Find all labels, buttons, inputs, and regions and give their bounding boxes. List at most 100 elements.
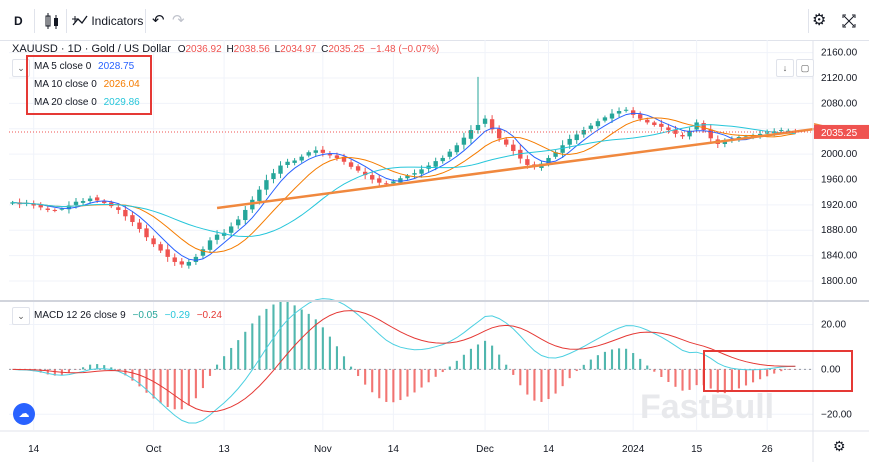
- time-tick-label: 14: [388, 444, 400, 455]
- candle-body: [588, 125, 594, 129]
- candle-body: [440, 157, 445, 162]
- candle-body: [264, 180, 269, 190]
- candle-body: [391, 181, 396, 184]
- macd-signal-value: −0.24: [196, 310, 222, 321]
- close-value: 2035.25: [328, 44, 365, 55]
- fullscreen-button[interactable]: [842, 10, 856, 32]
- axes-layer: 1800.00 1840.00 1880.00 1920.00 1960.00 2000.…: [0, 40, 869, 462]
- undo-button[interactable]: ↶: [152, 10, 165, 32]
- time-tick-label: 14: [543, 444, 555, 455]
- open-label: O: [177, 44, 186, 55]
- candle-body: [94, 197, 100, 201]
- macd-label: MACD 12 26 close 9: [34, 310, 126, 321]
- candle-body: [370, 175, 375, 180]
- toolbar-divider: [808, 9, 809, 33]
- ma10-legend: MA 10 close 0 2026.04: [34, 79, 140, 90]
- time-tick-label: Oct: [146, 444, 162, 455]
- candle-body: [595, 121, 601, 127]
- candle-type-button[interactable]: [42, 10, 62, 32]
- candle-body: [511, 144, 516, 151]
- candle-body: [652, 122, 657, 125]
- redo-button[interactable]: ↷: [172, 10, 185, 32]
- time-tick-label: Dec: [476, 444, 494, 455]
- ma20-legend: MA 20 close 0 2029.86: [34, 97, 140, 108]
- candle-body: [299, 156, 304, 161]
- candle-body: [567, 138, 572, 145]
- ma-legend-highlight-box: [26, 55, 152, 115]
- candle-body: [645, 119, 650, 123]
- candle-body: [165, 249, 170, 257]
- time-tick-label: 15: [691, 444, 703, 455]
- ma5-line: [12, 112, 796, 261]
- candle-body: [186, 261, 192, 266]
- redo-icon: ↷: [172, 12, 185, 29]
- candle-body: [482, 118, 488, 124]
- candle-body: [38, 204, 43, 208]
- gear-icon: ⚙: [812, 12, 827, 29]
- ma5-value: 2028.75: [98, 61, 135, 72]
- macd-line-value: −0.29: [164, 310, 190, 321]
- axis-settings-button[interactable]: ⚙: [833, 438, 846, 455]
- candle-body: [130, 215, 135, 222]
- price-tick-label: 2160.00: [821, 48, 858, 59]
- candle-body: [285, 161, 290, 165]
- cloud-logo-icon[interactable]: ☁: [13, 403, 35, 425]
- square-icon: ▢: [800, 63, 810, 73]
- candle-body: [630, 110, 636, 115]
- candle-body: [348, 162, 354, 167]
- price-tick-label: 2120.00: [821, 73, 858, 84]
- candle-body: [10, 202, 15, 204]
- symbol-legend: XAUUSD · 1D · Gold / US Dollar O2036.92 …: [12, 43, 439, 55]
- macd-crossover-highlight-box: [703, 350, 853, 392]
- ma20-label: MA 20 close 0: [34, 97, 97, 108]
- candle-body: [546, 157, 551, 164]
- candle-body: [200, 249, 206, 256]
- candle-body: [45, 208, 50, 210]
- candle-body: [151, 238, 156, 245]
- candle-body: [786, 130, 791, 132]
- candle-body: [236, 219, 241, 226]
- candle-body: [362, 171, 368, 176]
- candle-body: [87, 198, 93, 202]
- close-label: C: [321, 44, 329, 55]
- settings-button[interactable]: ⚙: [812, 10, 826, 32]
- candle-body: [489, 119, 495, 130]
- candle-body: [137, 222, 142, 229]
- macd-tick-label: 0.00: [821, 364, 841, 375]
- price-tick-label: 2000.00: [821, 149, 858, 160]
- gear-icon: ⚙: [833, 438, 846, 454]
- interval-button[interactable]: D: [14, 14, 23, 28]
- last-price-tag-label: 2035.25: [821, 128, 858, 139]
- candle-body: [243, 209, 248, 221]
- candle-body: [638, 114, 643, 119]
- undo-icon: ↶: [152, 12, 165, 29]
- candle-body: [405, 175, 410, 179]
- candle-body: [80, 201, 86, 203]
- candle-body: [468, 130, 474, 139]
- macd-signal-line: [12, 310, 796, 413]
- macd-collapse-button[interactable]: ⌄: [12, 307, 30, 325]
- candle-body: [278, 165, 283, 174]
- candle-body: [447, 151, 452, 157]
- maximize-pane-button[interactable]: ▢: [796, 59, 814, 77]
- indicators-button[interactable]: Indicators: [72, 10, 143, 32]
- candle-body: [609, 113, 615, 119]
- chevron-down-icon: ⌄: [17, 63, 25, 73]
- candle-body: [257, 189, 262, 201]
- high-label: H: [226, 44, 234, 55]
- candle-body: [59, 208, 65, 210]
- macd-tick-label: 20.00: [821, 319, 846, 330]
- candle-body: [504, 139, 509, 145]
- macd-layer: [9, 298, 813, 424]
- low-label: L: [274, 44, 281, 55]
- low-value: 2034.97: [280, 44, 317, 55]
- candle-body: [666, 127, 671, 131]
- legend-collapse-button[interactable]: ⌄: [12, 59, 30, 77]
- move-pane-down-button[interactable]: ↓: [776, 59, 794, 77]
- candle-body: [214, 234, 220, 240]
- candle-body: [66, 205, 72, 210]
- macd-legend: MACD 12 26 close 9 −0.05 −0.29 −0.24: [34, 310, 222, 321]
- macd-hist-value: −0.05: [132, 310, 158, 321]
- candle-body: [377, 178, 382, 183]
